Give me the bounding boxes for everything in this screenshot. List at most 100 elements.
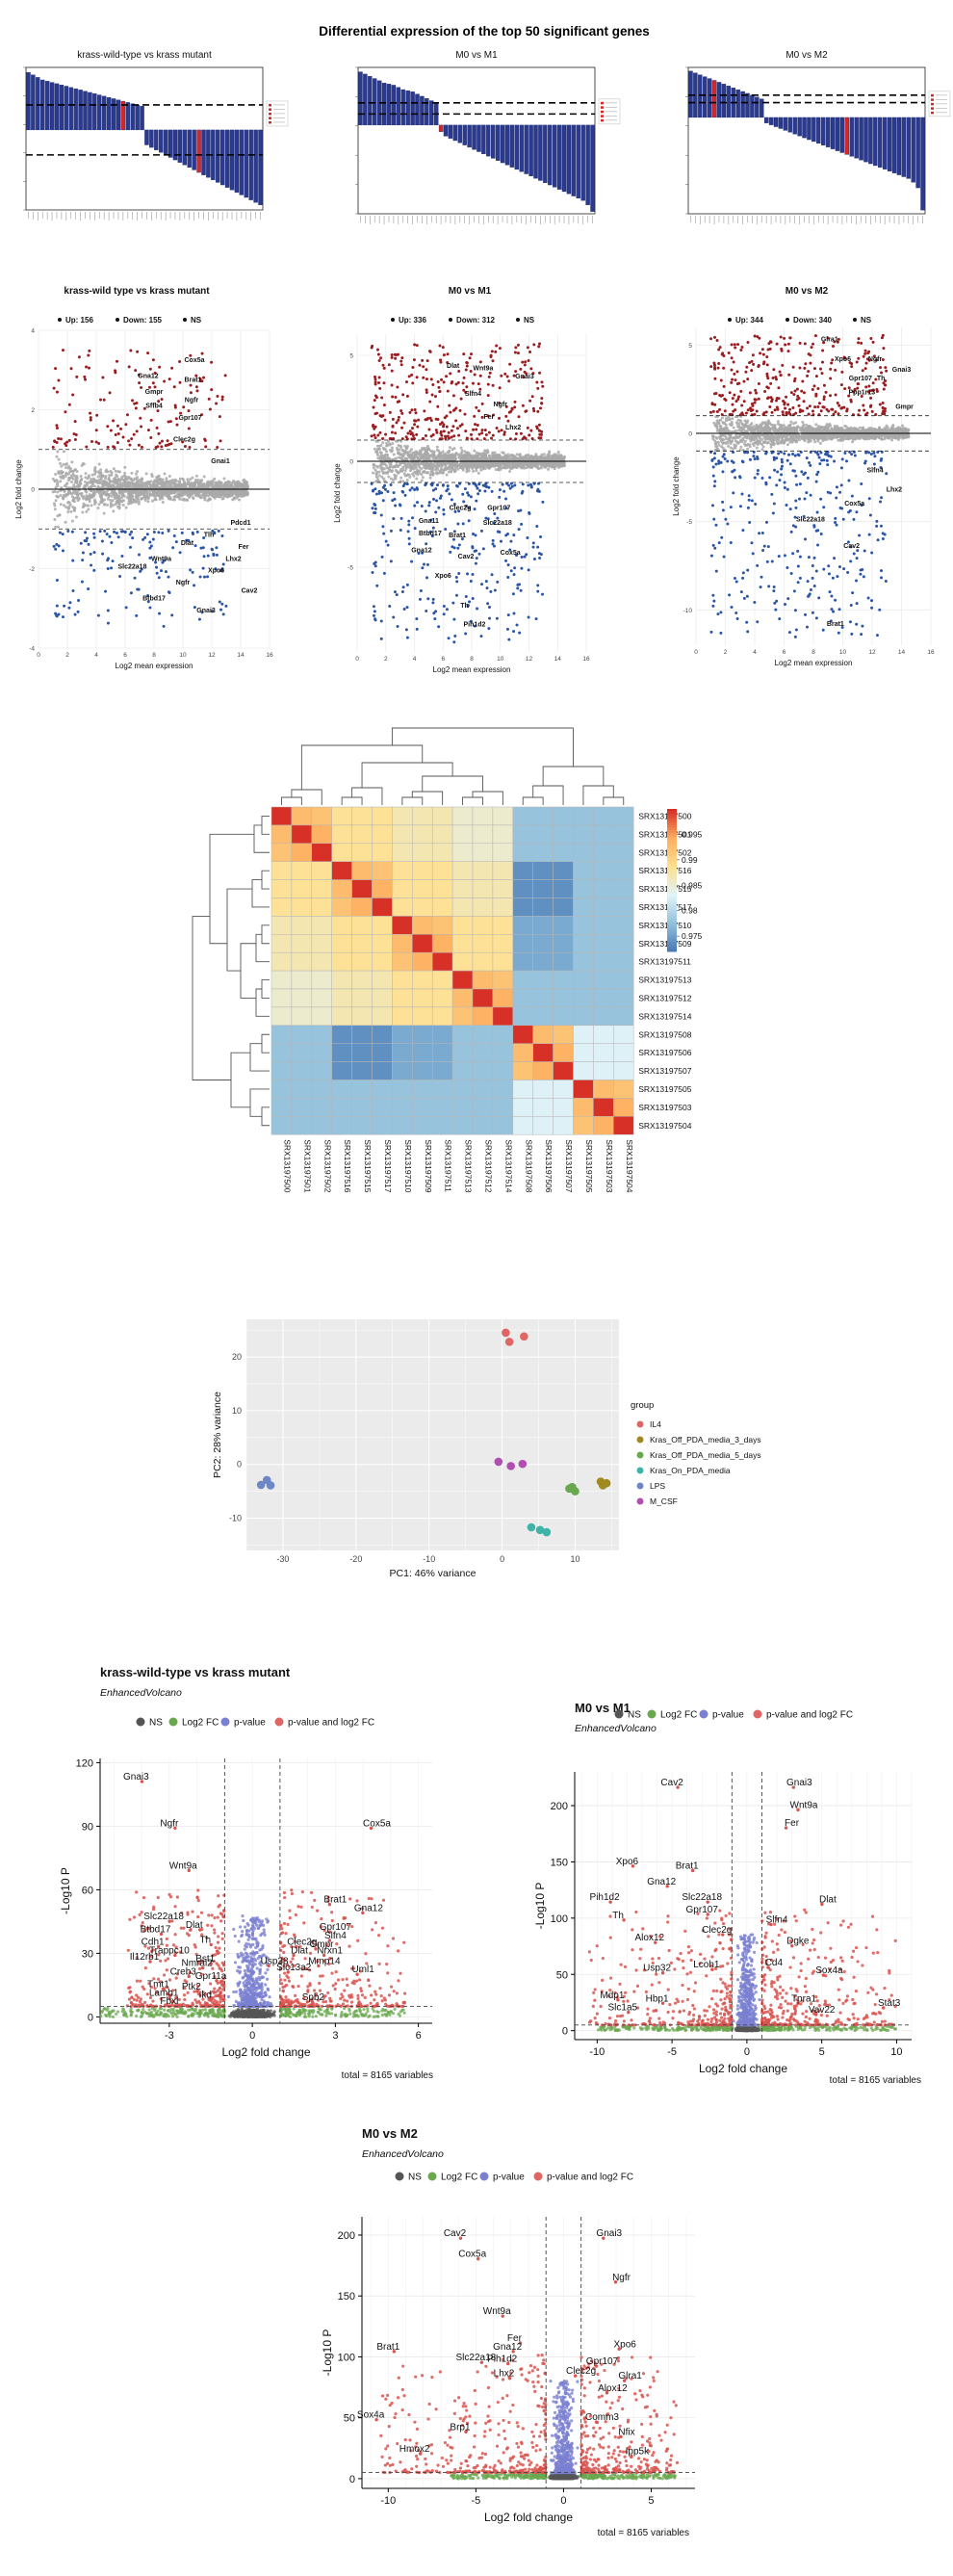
down-point	[407, 519, 411, 523]
bar	[88, 91, 92, 131]
up-point	[413, 407, 417, 411]
ns-point	[136, 470, 140, 474]
down-point	[67, 606, 71, 610]
ns-point	[374, 439, 378, 443]
gene-label: Gmpr	[145, 389, 164, 396]
ns-point	[74, 515, 78, 519]
up-point	[424, 418, 427, 422]
up-point	[164, 444, 167, 448]
up-point	[538, 342, 542, 346]
up-point	[495, 344, 499, 348]
ns-point	[401, 455, 405, 458]
ns-point	[109, 501, 113, 505]
up-point	[376, 433, 380, 437]
up-point	[464, 368, 468, 372]
up-point	[54, 367, 58, 371]
bar	[201, 129, 206, 175]
ns-point	[108, 474, 112, 478]
down-point	[521, 482, 525, 486]
bar	[125, 102, 130, 131]
ns-point	[497, 456, 501, 460]
ns-point	[101, 481, 105, 485]
down-point	[395, 593, 399, 597]
bar	[491, 124, 496, 159]
down-point	[467, 493, 471, 497]
ns-point	[397, 444, 400, 448]
ns-point	[387, 460, 391, 464]
up-point	[189, 391, 193, 395]
up-point	[166, 439, 169, 443]
ns-point	[475, 469, 478, 473]
down-point	[496, 530, 500, 533]
ns-point	[202, 475, 206, 479]
ns-point	[415, 469, 419, 473]
ns-point	[403, 451, 407, 455]
up-point	[55, 390, 59, 394]
down-point	[389, 559, 393, 563]
ns-point	[408, 466, 412, 470]
ns-point	[473, 449, 476, 453]
down-point	[131, 536, 135, 540]
bar	[248, 129, 253, 200]
down-point	[476, 607, 479, 611]
bar	[177, 129, 183, 163]
up-point	[415, 432, 419, 436]
ns-point	[100, 494, 104, 498]
ns-point	[54, 499, 58, 503]
ns-point	[525, 463, 528, 467]
ns-point	[148, 485, 152, 489]
up-point	[464, 429, 468, 433]
ns-point	[420, 473, 424, 477]
up-point	[539, 432, 543, 436]
bar	[386, 84, 392, 126]
up-point	[410, 427, 414, 430]
ns-point	[223, 485, 227, 489]
ma-points	[51, 349, 249, 628]
ns-point	[397, 451, 400, 455]
down-point	[191, 531, 194, 534]
ns-point	[98, 481, 102, 485]
down-point	[442, 612, 446, 616]
up-point	[411, 433, 415, 437]
up-point	[478, 374, 482, 377]
bar	[244, 129, 248, 198]
up-point	[424, 433, 427, 437]
ns-point	[441, 471, 445, 475]
up-point	[514, 431, 518, 435]
up-point	[452, 408, 456, 412]
ns-point	[186, 478, 190, 481]
up-point	[69, 367, 73, 371]
ns-point	[85, 497, 89, 501]
ns-point	[70, 460, 74, 464]
up-point	[375, 348, 379, 351]
down-point	[136, 587, 140, 591]
down-point	[218, 600, 221, 604]
figure-title: Differential expression of the top 50 si…	[319, 24, 650, 39]
ns-point	[216, 489, 219, 493]
bar	[486, 124, 491, 157]
ns-point	[518, 454, 522, 457]
bar	[253, 129, 258, 203]
down-point	[445, 608, 449, 611]
up-point	[495, 426, 499, 429]
ns-point	[540, 453, 544, 456]
up-point	[390, 355, 394, 359]
ns-point	[553, 455, 556, 459]
down-point	[178, 551, 182, 555]
down-point	[215, 546, 219, 550]
ns-point	[129, 477, 133, 481]
up-point	[114, 371, 117, 375]
down-point	[110, 541, 114, 545]
ns-point	[74, 478, 78, 481]
ns-point	[478, 453, 482, 456]
bar	[144, 129, 149, 145]
bar	[514, 124, 520, 170]
ns-point	[137, 480, 141, 483]
down-point	[436, 483, 440, 487]
down-point	[195, 530, 199, 533]
bar	[224, 129, 230, 188]
bar	[135, 104, 140, 131]
down-point	[63, 604, 66, 608]
down-point	[473, 507, 476, 511]
